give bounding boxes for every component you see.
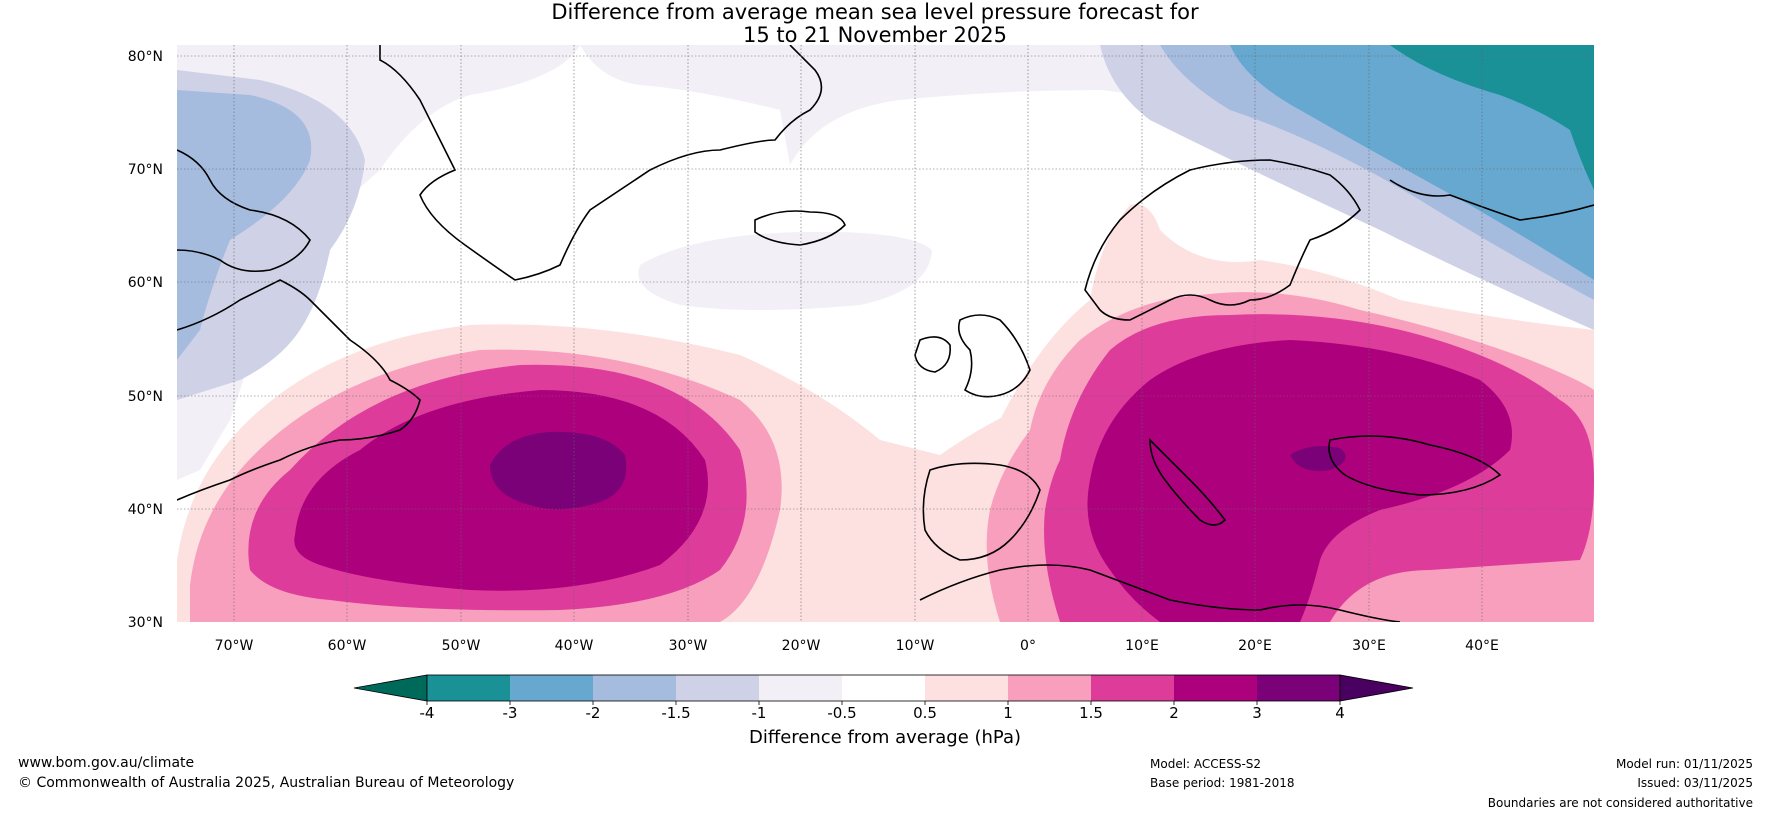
contour-neg-iceland xyxy=(638,231,932,310)
lon-label: 50°W xyxy=(442,638,481,654)
colorbar-bin xyxy=(925,675,1008,701)
colorbar-extend-high xyxy=(1339,674,1414,702)
contour-pos-atl-3 xyxy=(490,431,627,510)
colorbar-extend-low xyxy=(353,674,428,702)
coastline-britain xyxy=(957,314,1031,398)
latitude-labels: 80°N 70°N 60°N 50°N 40°N 30°N xyxy=(128,49,163,631)
colorbar-bin xyxy=(593,675,676,701)
lon-label: 30°W xyxy=(669,638,708,654)
coastline-iberia xyxy=(922,462,1041,561)
colorbar-tick-label: -1.5 xyxy=(661,704,690,722)
lon-label: 70°W xyxy=(215,638,254,654)
colorbar-bin xyxy=(759,675,842,701)
colorbar-tick-label: -4 xyxy=(420,704,435,722)
lat-label: 50°N xyxy=(128,389,163,405)
issued-text: Issued: 03/11/2025 xyxy=(1637,776,1753,790)
coastline-africa xyxy=(919,564,1401,622)
coastline-iceland xyxy=(754,210,846,246)
base-period-text: Base period: 1981-2018 xyxy=(1150,776,1295,790)
coastline-labrador xyxy=(177,279,421,501)
contour-pos-eu-3 xyxy=(1290,446,1346,471)
longitude-labels: 70°W 60°W 50°W 40°W 30°W 20°W 10°W 0° 10… xyxy=(215,638,1499,654)
coastline-greenland xyxy=(379,45,823,281)
website-text: www.bom.gov.au/climate xyxy=(18,755,195,771)
colorbar-tick-label: -2 xyxy=(586,704,601,722)
lon-label: 30°E xyxy=(1352,638,1386,654)
colorbar-bin xyxy=(1008,675,1091,701)
contour-neg-ne-2 xyxy=(1230,45,1594,280)
colorbar-tick-label: 3 xyxy=(1252,704,1262,722)
copyright-text: © Commonwealth of Australia 2025, Austra… xyxy=(18,775,515,791)
coastlines xyxy=(177,45,1594,622)
colorbar-bin xyxy=(1091,675,1174,701)
colorbar-bin xyxy=(1257,675,1340,701)
colorbar-tick-label: 2 xyxy=(1169,704,1179,722)
lat-label: 70°N xyxy=(128,162,163,178)
colorbar-bin xyxy=(676,675,759,701)
colorbar-frame xyxy=(426,674,1341,702)
coastline-arctic-russia xyxy=(1389,179,1594,221)
lat-label: 30°N xyxy=(128,615,163,631)
lat-label: 80°N xyxy=(128,49,163,65)
title-line-2: 15 to 21 November 2025 xyxy=(743,23,1007,47)
colorbar-label: Difference from average (hPa) xyxy=(748,727,1022,748)
lon-label: 0° xyxy=(1020,638,1036,654)
lon-label: 60°W xyxy=(328,638,367,654)
lon-label: 20°E xyxy=(1238,638,1272,654)
lat-label: 60°N xyxy=(128,275,163,291)
contour-neg-ne-3 xyxy=(1390,45,1594,190)
lat-label: 40°N xyxy=(128,502,163,518)
disclaimer-text: Boundaries are not considered authoritat… xyxy=(1487,796,1753,810)
colorbar-bin xyxy=(1174,675,1257,701)
lon-label: 20°W xyxy=(782,638,821,654)
coastline-norway xyxy=(1084,159,1361,321)
coastline-black-sea xyxy=(1328,435,1502,496)
colorbar-tick-label: -3 xyxy=(503,704,518,722)
model-text: Model: ACCESS-S2 xyxy=(1150,757,1262,771)
colorbar-ticks: -4 -3 -2 -1.5 -1 -0.5 0.5 1 1.5 2 3 4 xyxy=(420,701,1345,722)
colorbar-tick-label: 1 xyxy=(1003,704,1013,722)
lon-label: 40°W xyxy=(555,638,594,654)
coastline-italy xyxy=(1149,438,1227,526)
lon-label: 10°E xyxy=(1125,638,1159,654)
coastline-hudson xyxy=(177,149,311,273)
map-area xyxy=(177,45,1594,622)
title-line-1: Difference from average mean sea level p… xyxy=(551,0,1199,24)
colorbar-tick-label: -1 xyxy=(752,704,767,722)
colorbar-bin xyxy=(842,675,925,701)
contour-pos-eu-2 xyxy=(1087,340,1512,622)
colorbar-tick-label: -0.5 xyxy=(827,704,856,722)
colorbar-tick-label: 4 xyxy=(1335,704,1345,722)
colorbar-tick-label: 0.5 xyxy=(913,704,937,722)
model-run-text: Model run: 01/11/2025 xyxy=(1615,757,1753,771)
lon-label: 10°W xyxy=(896,638,935,654)
gridlines xyxy=(177,45,1594,622)
coastline-ireland xyxy=(914,336,952,373)
lon-label: 40°E xyxy=(1465,638,1499,654)
colorbar xyxy=(353,674,1414,702)
contour-neg-west-strong xyxy=(177,90,312,360)
colorbar-bin xyxy=(510,675,593,701)
colorbar-bin xyxy=(427,675,510,701)
colorbar-tick-label: 1.5 xyxy=(1079,704,1103,722)
